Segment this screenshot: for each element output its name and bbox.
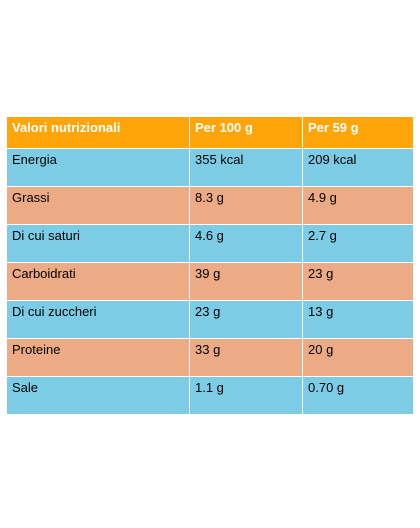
value-per-100g: 355 kcal — [189, 148, 303, 187]
header-per-100g: Per 100 g — [189, 116, 303, 149]
value-per-100g: 8.3 g — [189, 186, 303, 225]
value-per-59g: 20 g — [302, 338, 414, 377]
value-per-59g: 23 g — [302, 262, 414, 301]
value-per-100g: 4.6 g — [189, 224, 303, 263]
value-per-100g: 39 g — [189, 262, 303, 301]
nutrient-name: Di cui saturi — [6, 224, 190, 263]
nutrition-table: Valori nutrizionali Per 100 g Per 59 g E… — [6, 116, 414, 415]
value-per-100g: 23 g — [189, 300, 303, 339]
nutrient-name: Carboidrati — [6, 262, 190, 301]
value-per-100g: 33 g — [189, 338, 303, 377]
nutrient-name: Energia — [6, 148, 190, 187]
value-per-59g: 4.9 g — [302, 186, 414, 225]
table-row-grassi: Grassi 8.3 g 4.9 g — [6, 186, 414, 225]
value-per-100g: 1.1 g — [189, 376, 303, 415]
table-row-carboidrati: Carboidrati 39 g 23 g — [6, 262, 414, 301]
header-per-59g: Per 59 g — [302, 116, 414, 149]
value-per-59g: 0.70 g — [302, 376, 414, 415]
table-row-sale: Sale 1.1 g 0.70 g — [6, 376, 414, 415]
table-row-di-cui-zuccheri: Di cui zuccheri 23 g 13 g — [6, 300, 414, 339]
nutrient-name: Proteine — [6, 338, 190, 377]
value-per-59g: 13 g — [302, 300, 414, 339]
value-per-59g: 209 kcal — [302, 148, 414, 187]
table-header-row: Valori nutrizionali Per 100 g Per 59 g — [6, 116, 414, 149]
table-row-di-cui-saturi: Di cui saturi 4.6 g 2.7 g — [6, 224, 414, 263]
nutrient-name: Di cui zuccheri — [6, 300, 190, 339]
nutrient-name: Grassi — [6, 186, 190, 225]
nutrient-name: Sale — [6, 376, 190, 415]
value-per-59g: 2.7 g — [302, 224, 414, 263]
header-nutrient: Valori nutrizionali — [6, 116, 190, 149]
table-row-proteine: Proteine 33 g 20 g — [6, 338, 414, 377]
table-row-energia: Energia 355 kcal 209 kcal — [6, 148, 414, 187]
